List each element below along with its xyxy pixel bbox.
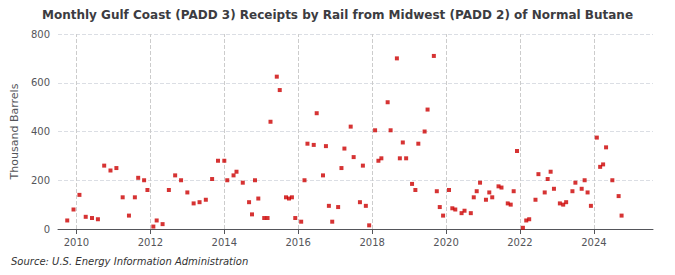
svg-text:2010: 2010 bbox=[64, 237, 89, 248]
svg-text:2012: 2012 bbox=[138, 237, 163, 248]
svg-text:2020: 2020 bbox=[433, 237, 458, 248]
svg-text:200: 200 bbox=[31, 175, 50, 186]
svg-text:2018: 2018 bbox=[359, 237, 384, 248]
svg-text:2014: 2014 bbox=[212, 237, 237, 248]
svg-text:2016: 2016 bbox=[285, 237, 310, 248]
svg-text:Monthly Gulf Coast (PADD 3) Re: Monthly Gulf Coast (PADD 3) Receipts by … bbox=[42, 8, 633, 22]
svg-text:800: 800 bbox=[31, 29, 50, 40]
svg-text:2024: 2024 bbox=[581, 237, 606, 248]
svg-text:2022: 2022 bbox=[507, 237, 532, 248]
svg-text:Thousand Barrels: Thousand Barrels bbox=[8, 83, 21, 180]
svg-text:400: 400 bbox=[31, 126, 50, 137]
svg-text:Source: U.S. Energy Informatio: Source: U.S. Energy Information Administ… bbox=[11, 256, 248, 267]
svg-text:0: 0 bbox=[44, 224, 50, 235]
svg-text:600: 600 bbox=[31, 77, 50, 88]
